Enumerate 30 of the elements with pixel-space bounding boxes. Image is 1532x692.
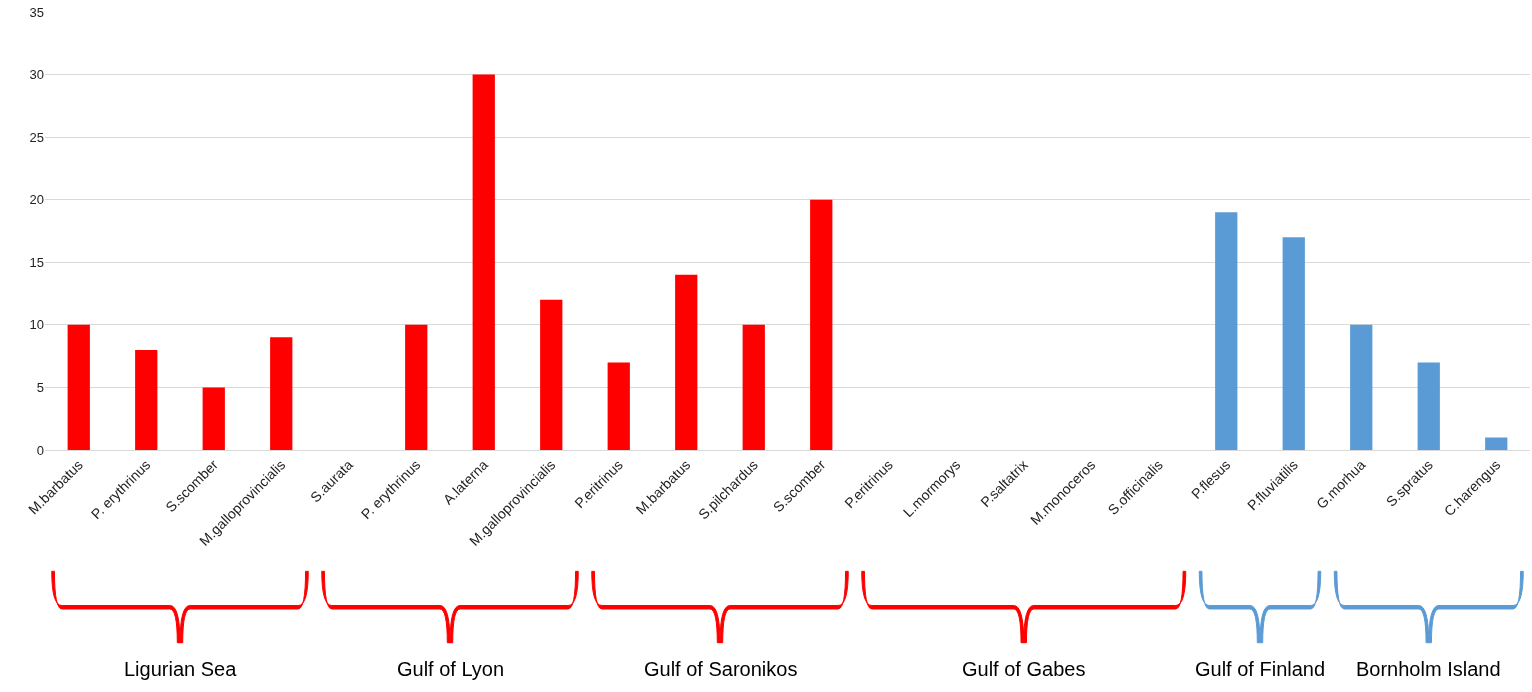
- text: Gulf of Lyon: [397, 658, 505, 680]
- text: Bornholm Island: [1356, 658, 1501, 680]
- y-tick-label: 10: [29, 317, 44, 333]
- bar: [1350, 324, 1373, 450]
- bar: [202, 387, 225, 450]
- y-tick-label: 20: [29, 192, 44, 208]
- y-tick-label: 30: [29, 67, 44, 83]
- bar: [675, 274, 698, 450]
- text: Ligurian Sea: [124, 658, 238, 680]
- bar: [540, 299, 563, 450]
- bar: [1485, 437, 1508, 450]
- bar: [1215, 212, 1238, 450]
- y-tick-label: 35: [29, 4, 44, 20]
- bar: [1282, 237, 1305, 450]
- y-tick-label: 5: [36, 379, 44, 395]
- text: Gulf of Saronikos: [644, 658, 798, 680]
- bar: [810, 199, 833, 450]
- bar: [135, 349, 158, 450]
- bar: [270, 337, 293, 450]
- bar: [1417, 362, 1440, 450]
- y-tick-label: 25: [29, 129, 44, 145]
- bar: [742, 324, 765, 450]
- bar: [472, 74, 495, 450]
- y-tick-label: 15: [29, 254, 44, 270]
- text: Gulf of Gabes: [962, 658, 1086, 680]
- bar: [67, 324, 90, 450]
- bar: [607, 362, 630, 450]
- text: Gulf of Finland: [1195, 658, 1326, 680]
- bar: [405, 324, 428, 450]
- y-tick-label: 0: [36, 442, 44, 458]
